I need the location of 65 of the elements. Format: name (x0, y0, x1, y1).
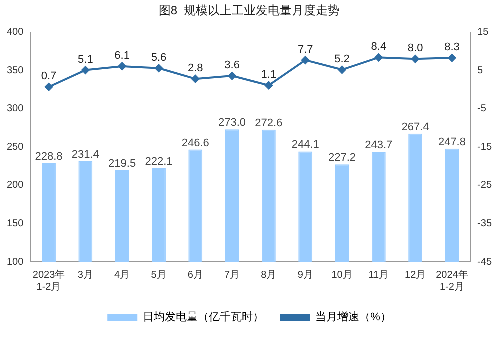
data-label: 227.2 (328, 152, 356, 164)
y-tick-label: 150 (6, 218, 24, 230)
data-label: 6.1 (114, 50, 130, 62)
data-label: 246.6 (182, 137, 210, 150)
data-label: 243.7 (365, 140, 393, 152)
y-tick-label: 300 (6, 104, 24, 115)
y-tick-label: 350 (6, 65, 24, 76)
data-label: 247.8 (438, 136, 466, 148)
point (374, 54, 383, 62)
data-label: 5.6 (151, 52, 167, 64)
point (412, 55, 420, 64)
x-tick-label: 11月 (368, 270, 390, 281)
point (448, 54, 456, 62)
data-label: 272.6 (255, 117, 283, 130)
x-tick-label: 3月 (78, 270, 94, 281)
data-label: 273.0 (218, 117, 246, 130)
point (302, 56, 310, 64)
y2-tick-label: -25 (478, 180, 492, 192)
point (154, 64, 163, 72)
x-tick-label: 2024年 1-2月 (436, 268, 468, 293)
legend-label: 日均发电量（亿千瓦时） (143, 310, 264, 324)
x-tick-label: 12月 (405, 270, 426, 281)
y-tick-label: 100 (6, 256, 24, 268)
point (264, 82, 273, 90)
y2-tick-label: -15 (478, 142, 492, 153)
point (192, 75, 200, 84)
y2-tick-label: 5 (478, 65, 484, 76)
data-label: 267.4 (402, 121, 430, 134)
chart-title: 图8 规模以上工业发电量月度走势 (158, 4, 340, 18)
data-label: 5.2 (334, 53, 350, 66)
x-tick-label: 5月 (151, 270, 167, 281)
data-label: 244.1 (292, 139, 320, 152)
data-label: 231.4 (72, 148, 100, 161)
data-label: 8.0 (408, 42, 424, 55)
point (82, 66, 90, 74)
x-tick-label: 4月 (114, 270, 130, 281)
data-label: 5.1 (78, 54, 94, 66)
x-tick-label: 10月 (332, 270, 353, 281)
y2-tick-label: -5 (478, 104, 487, 115)
x-tick-label: 9月 (298, 270, 314, 281)
point (228, 72, 236, 80)
point (45, 83, 54, 92)
data-label: 8.3 (444, 42, 460, 54)
x-tick-label: 2023年 1-2月 (32, 268, 66, 293)
data-label: 7.7 (298, 44, 314, 56)
data-label: 222.1 (145, 156, 173, 168)
data-label: 8.4 (371, 41, 387, 54)
data-label: 3.6 (224, 60, 240, 72)
y2-tick-label: 15 (478, 27, 490, 38)
data-label: 0.7 (41, 70, 57, 83)
y-tick-label: 400 (6, 27, 24, 38)
x-tick-label: 6月 (188, 270, 204, 281)
x-tick-label: 8月 (261, 270, 277, 281)
point (338, 66, 346, 74)
y-tick-label: 200 (6, 180, 24, 192)
legend-label: 当月增速（%） (316, 310, 392, 324)
data-label: 1.1 (261, 69, 277, 82)
data-label: 2.8 (188, 62, 204, 75)
data-label: 219.5 (108, 158, 136, 170)
y2-tick-label: -35 (478, 218, 492, 230)
x-tick-label: 7月 (224, 270, 240, 281)
y2-tick-label: -45 (478, 256, 492, 268)
y-tick-label: 250 (6, 142, 24, 153)
point (118, 62, 126, 70)
data-label: 228.8 (35, 150, 63, 163)
